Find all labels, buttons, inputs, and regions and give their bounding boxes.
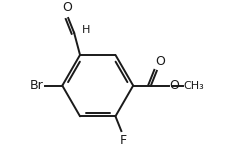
Text: H: H [81, 25, 90, 35]
Text: O: O [169, 79, 179, 92]
Text: F: F [119, 134, 126, 147]
Text: Br: Br [30, 79, 44, 92]
Text: O: O [155, 55, 165, 68]
Text: O: O [63, 1, 72, 14]
Text: CH₃: CH₃ [183, 81, 204, 91]
